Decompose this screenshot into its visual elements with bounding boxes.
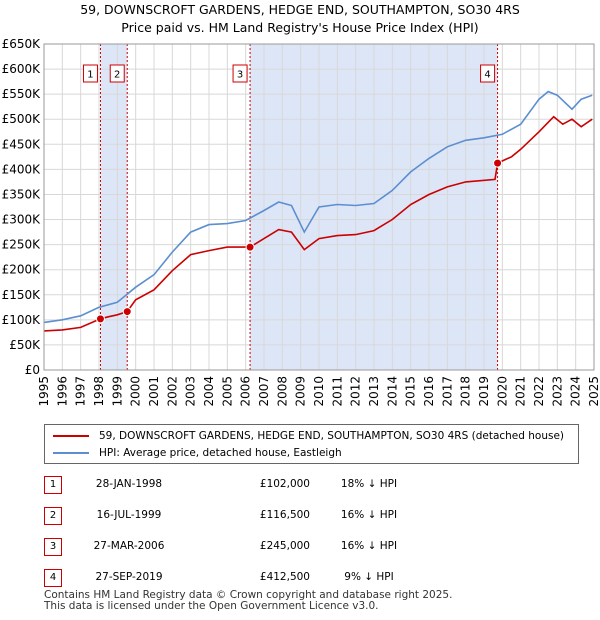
sale-number-badge: 1 bbox=[44, 476, 62, 494]
x-tick-label: 1996 bbox=[55, 376, 69, 407]
y-tick-label: £150K bbox=[2, 288, 42, 302]
y-tick-label: £600K bbox=[2, 62, 42, 76]
sale-number-label: 3 bbox=[237, 70, 243, 81]
sale-row: 2 16-JUL-1999 £116,500 16% ↓ HPI bbox=[44, 507, 584, 525]
x-tick-label: 2012 bbox=[349, 376, 363, 407]
plot-border bbox=[43, 43, 595, 371]
x-tick-label: 2015 bbox=[404, 376, 418, 407]
y-tick-label: £250K bbox=[2, 238, 42, 252]
sale-number-badge: 4 bbox=[44, 569, 62, 587]
footer: Contains HM Land Registry data © Crown c… bbox=[44, 590, 452, 612]
y-tick-label: £650K bbox=[2, 37, 42, 51]
x-tick-label: 2003 bbox=[184, 376, 198, 407]
sale-hpi-diff: 16% ↓ HPI bbox=[340, 540, 398, 552]
x-tick-label: 2018 bbox=[459, 376, 473, 407]
sale-point bbox=[493, 158, 503, 168]
sale-row: 4 27-SEP-2019 £412,500 9% ↓ HPI bbox=[44, 569, 584, 587]
x-tick-label: 2005 bbox=[220, 376, 234, 407]
sale-date: 27-SEP-2019 bbox=[95, 571, 163, 583]
chart: £0 £50K £100K £150K £200K £250K £300K £350K £400… bbox=[2, 37, 600, 407]
x-tick-label: 2013 bbox=[367, 376, 381, 407]
legend-hpi-label: HPI: Average price, detached house, East… bbox=[99, 447, 342, 459]
sale-hpi-diff: 9% ↓ HPI bbox=[344, 571, 394, 583]
x-tick-label: 2023 bbox=[550, 376, 564, 407]
y-tick-label: £0 bbox=[25, 363, 40, 377]
x-tick-label: 2006 bbox=[239, 376, 253, 407]
x-tick-label: 1997 bbox=[74, 376, 88, 407]
x-tick-label: 2010 bbox=[312, 376, 326, 407]
x-tick-label: 2007 bbox=[257, 376, 271, 407]
y-tick-label: £350K bbox=[2, 187, 42, 201]
x-tick-label: 2009 bbox=[294, 376, 308, 407]
y-tick-label: £550K bbox=[2, 87, 42, 101]
x-tick-label: 2002 bbox=[165, 376, 179, 407]
sale-point bbox=[245, 242, 255, 252]
footer-copyright: Contains HM Land Registry data © Crown c… bbox=[44, 589, 453, 601]
legend-item-price: 59, DOWNSCROFT GARDENS, HEDGE END, SOUTH… bbox=[53, 428, 564, 444]
sale-price: £412,500 bbox=[259, 571, 310, 583]
x-tick-label: 2019 bbox=[477, 376, 491, 407]
chart-title-line2: Price paid vs. HM Land Registry's House … bbox=[121, 20, 479, 35]
sale-point bbox=[122, 307, 132, 317]
chart-title-line1: 59, DOWNSCROFT GARDENS, HEDGE END, SOUTH… bbox=[80, 2, 520, 17]
y-tick-label: £500K bbox=[2, 112, 42, 126]
sale-number-label: 4 bbox=[484, 70, 490, 81]
y-tick-label: £50K bbox=[9, 338, 41, 352]
sale-number-badge: 2 bbox=[44, 507, 62, 525]
x-tick-label: 2024 bbox=[569, 376, 583, 407]
x-tick-label: 2001 bbox=[147, 376, 161, 407]
sale-date: 16-JUL-1999 bbox=[96, 509, 162, 521]
y-tick-label: £450K bbox=[2, 137, 42, 151]
y-tick-label: £300K bbox=[2, 213, 42, 227]
sale-number-badge: 3 bbox=[44, 538, 62, 556]
sale-number-label: 1 bbox=[87, 70, 93, 81]
sale-point bbox=[95, 314, 105, 324]
y-tick-label: £400K bbox=[2, 162, 42, 176]
x-tick-label: 2016 bbox=[422, 376, 436, 407]
x-tick-label: 2025 bbox=[587, 376, 600, 407]
sale-price: £116,500 bbox=[259, 509, 310, 521]
footer-licence: This data is licensed under the Open Gov… bbox=[44, 600, 379, 612]
sale-date: 27-MAR-2006 bbox=[93, 540, 165, 552]
legend-item-hpi: HPI: Average price, detached house, East… bbox=[53, 445, 342, 461]
x-tick-label: 2011 bbox=[330, 376, 344, 407]
x-tick-label: 1999 bbox=[110, 376, 124, 407]
x-tick-label: 2000 bbox=[129, 376, 143, 407]
x-tick-label: 2008 bbox=[275, 376, 289, 407]
legend-price-swatch bbox=[53, 435, 89, 437]
x-tick-label: 2014 bbox=[385, 376, 399, 407]
x-tick-label: 1998 bbox=[92, 376, 106, 407]
sale-period-shade bbox=[100, 44, 128, 370]
sale-row: 1 28-JAN-1998 £102,000 18% ↓ HPI bbox=[44, 476, 584, 494]
x-tick-label: 2017 bbox=[440, 376, 454, 407]
x-tick-label: 2022 bbox=[532, 376, 546, 407]
x-tick-label: 1995 bbox=[37, 376, 51, 407]
y-tick-label: £100K bbox=[2, 313, 42, 327]
x-tick-label: 2004 bbox=[202, 376, 216, 407]
x-tick-label: 2021 bbox=[514, 376, 528, 407]
legend: 59, DOWNSCROFT GARDENS, HEDGE END, SOUTH… bbox=[44, 424, 579, 464]
x-tick-label: 2020 bbox=[495, 376, 509, 407]
legend-hpi-swatch bbox=[53, 452, 89, 454]
legend-price-label: 59, DOWNSCROFT GARDENS, HEDGE END, SOUTH… bbox=[99, 430, 565, 442]
sale-hpi-diff: 16% ↓ HPI bbox=[340, 509, 398, 521]
sale-price: £102,000 bbox=[259, 478, 310, 490]
sale-number-box bbox=[480, 64, 496, 83]
sale-number-box bbox=[109, 64, 125, 83]
sale-number-label: 2 bbox=[114, 70, 120, 81]
sale-number-box bbox=[82, 64, 98, 83]
sale-number-box bbox=[232, 64, 248, 83]
sale-hpi-diff: 18% ↓ HPI bbox=[340, 478, 398, 490]
y-tick-label: £200K bbox=[2, 263, 42, 277]
sale-date: 28-JAN-1998 bbox=[95, 478, 163, 490]
sale-row: 3 27-MAR-2006 £245,000 16% ↓ HPI bbox=[44, 538, 584, 556]
sale-price: £245,000 bbox=[259, 540, 310, 552]
hpi-line bbox=[43, 90, 593, 324]
